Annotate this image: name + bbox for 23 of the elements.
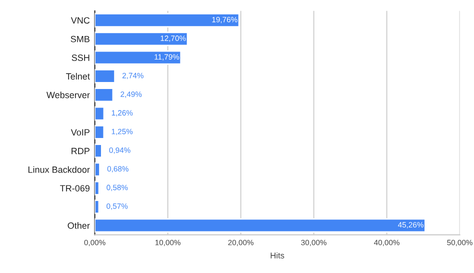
bar [94,106,105,121]
y-tick-label: RDP [72,148,90,154]
bar [94,68,116,84]
bar [94,88,114,102]
bar [94,218,426,233]
bar [94,200,100,214]
y-tick-label: VoIP [70,129,90,136]
y-tick-label: Telnet [66,72,90,80]
y-tick-label: VNC [70,17,90,24]
y-tick-label: Other [68,222,90,229]
bar [94,13,240,28]
y-tick-label: Webserver [46,92,90,98]
x-axis-title: Hits [270,252,284,258]
y-tick-label: Linux Backdoor [28,166,90,173]
bar [94,124,105,140]
y-tick-label: TR-069 [60,185,90,192]
bar [94,162,100,177]
bar [94,180,100,196]
y-tick-label: SSH [72,54,90,61]
bar [94,32,188,46]
bar [94,144,102,158]
y-tick-label: SMB [70,36,90,42]
bar [94,50,182,65]
